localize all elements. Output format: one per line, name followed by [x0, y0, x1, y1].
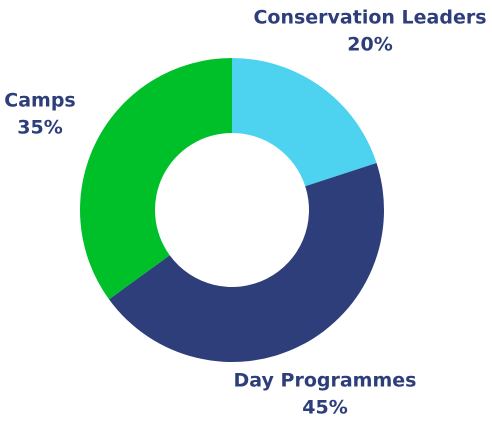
slice-label: Day Programmes [234, 370, 417, 392]
slice-label: Conservation Leaders [253, 7, 486, 29]
slice-value-label: 20% [347, 34, 392, 56]
slice-label: Camps [4, 90, 75, 112]
donut-slice [232, 58, 377, 187]
donut-slice [80, 58, 232, 300]
donut-slice [109, 163, 384, 362]
slice-value-label: 35% [17, 117, 62, 139]
slice-value-label: 45% [302, 397, 347, 419]
